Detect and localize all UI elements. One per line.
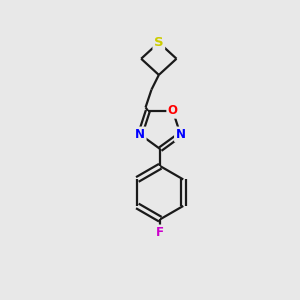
Text: N: N — [176, 128, 185, 141]
Text: O: O — [168, 104, 178, 117]
Text: S: S — [154, 36, 164, 49]
Text: F: F — [156, 226, 164, 239]
Text: N: N — [135, 128, 145, 141]
